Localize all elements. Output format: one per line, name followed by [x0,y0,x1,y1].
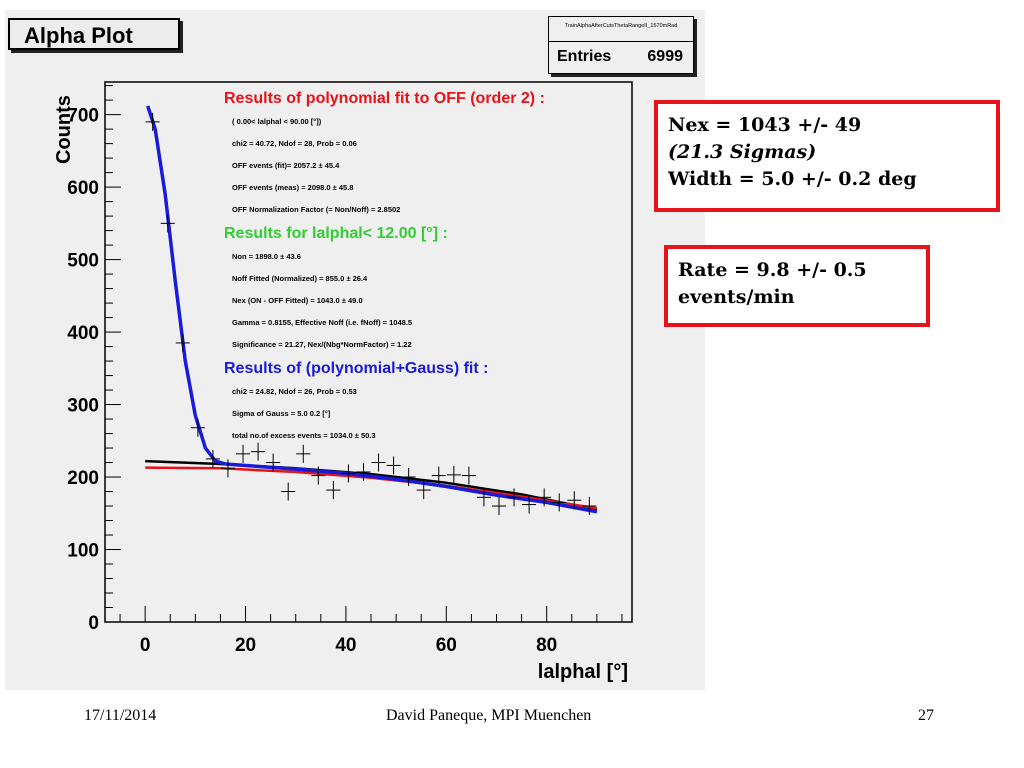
y-tick-label: 300 [67,396,99,417]
x-tick-label: 80 [536,635,557,656]
rate-callout: Rate = 9.8 +/- 0.5 events/min [664,245,930,327]
x-tick-label: 60 [436,635,457,656]
stats-entries-label: Entries [557,48,612,65]
footer-author: David Paneque, MPI Muenchen [386,707,592,724]
fit-results-line: total no.of excess events = 1034.0 ± 50.… [232,431,376,440]
fit-curve-blue [146,105,598,514]
x-tick-label: 40 [335,635,356,656]
y-tick-label: 200 [67,468,99,489]
fit-results-line: Non = 1898.0 ± 43.6 [232,252,301,261]
fit-results-line: Gamma = 0.8155, Effective Noff (i.e. fNo… [232,318,412,327]
footer-date: 17/11/2014 [84,707,157,724]
stats-divider [549,41,693,42]
footer-page-number: 27 [918,707,934,724]
nex-callout-line1: Nex = 1043 +/- 49 [668,114,862,136]
fit-results-line: Noff Fitted (Normalized) = 855.0 ± 26.4 [232,274,368,283]
fit-results-line: chi2 = 40.72, Ndof = 28, Prob = 0.06 [232,139,357,148]
y-tick-label: 600 [67,178,99,199]
fit-results-line: Nex (ON - OFF Fitted) = 1043.0 ± 49.0 [232,296,363,305]
rate-callout-line2: events/min [678,286,795,308]
fit-results-line: chi2 = 24.82, Ndof = 26, Prob = 0.53 [232,387,357,396]
fit-results-line: Sigma of Gauss = 5.0 0.2 [°] [232,409,331,418]
fit-results-line: OFF events (meas) = 2098.0 ± 45.8 [232,183,353,192]
y-tick-label: 0 [88,613,99,634]
nex-callout-line2: (21.3 Sigmas) [668,141,817,163]
x-axis-title: lalphal [°] [538,661,628,683]
nex-callout: Nex = 1043 +/- 49 (21.3 Sigmas) Width = … [654,100,1000,212]
fit-results-heading: Results for lalphal< 12.00 [°] : [224,225,448,242]
rate-callout-line1: Rate = 9.8 +/- 0.5 [678,259,867,281]
fit-results-heading: Results of polynomial fit to OFF (order … [224,90,545,107]
y-axis-title: Counts [53,95,75,164]
fit-results-line: Significance = 21.27, Nex/(Nbg*NormFacto… [232,340,412,349]
y-tick-label: 100 [67,541,99,562]
fit-results-line: ( 0.00< lalphal < 90.00 [°]) [232,117,322,126]
fit-results-line: OFF events (fit)= 2057.2 ± 45.4 [232,161,340,170]
fit-results-heading: Results of (polynomial+Gauss) fit : [224,360,488,377]
fit-results-line: OFF Normalization Factor (= Non/Noff) = … [232,205,400,214]
x-tick-label: 20 [235,635,256,656]
y-tick-label: 700 [67,106,99,127]
stats-histogram-name: TrainAlphaAfterCutsThetaRangeII_1570mRad [564,23,678,29]
y-tick-label: 400 [67,323,99,344]
x-tick-label: 0 [140,635,151,656]
nex-callout-line3: Width = 5.0 +/- 0.2 deg [668,168,917,190]
stats-box: TrainAlphaAfterCutsThetaRangeII_1570mRad… [548,16,694,74]
plot-frame [104,81,633,623]
stats-entries-value: 6999 [647,48,683,65]
plot-title: Alpha Plot [8,18,180,50]
y-tick-label: 500 [67,251,99,272]
